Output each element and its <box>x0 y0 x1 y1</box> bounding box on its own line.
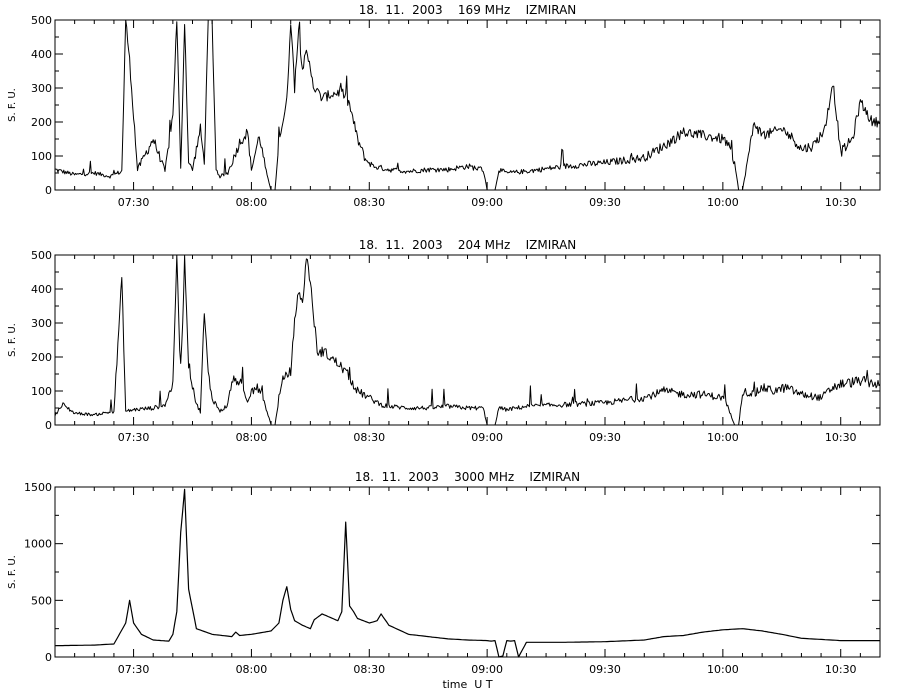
y-axis-label: S. F. U. <box>7 88 18 122</box>
x-tick-label: 08:30 <box>353 663 385 676</box>
chart-title: 18. 11. 2003 3000 MHz IZMIRAN <box>355 470 580 484</box>
y-tick-label: 400 <box>31 48 52 61</box>
x-tick-label: 10:30 <box>825 196 857 209</box>
chart-panel-1: 18. 11. 2003 204 MHz IZMIRAN S. F. U. 07:3… <box>7 238 881 444</box>
y-tick-label: 1500 <box>24 481 52 494</box>
x-tick-label: 09:00 <box>471 663 503 676</box>
y-tick-label: 200 <box>31 116 52 129</box>
y-tick-label: 300 <box>31 82 52 95</box>
y-tick-label: 0 <box>45 419 52 432</box>
x-tick-label: 08:30 <box>353 196 385 209</box>
x-axis-label: time U T <box>442 678 492 691</box>
series-line <box>54 19 881 191</box>
x-tick-label: 10:00 <box>707 431 739 444</box>
x-tick-label: 09:30 <box>589 431 621 444</box>
x-tick-label: 08:00 <box>236 663 268 676</box>
y-tick-label: 100 <box>31 150 52 163</box>
x-tick-label: 10:00 <box>707 663 739 676</box>
y-tick-label: 200 <box>31 351 52 364</box>
x-tick-label: 08:30 <box>353 431 385 444</box>
y-tick-label: 100 <box>31 385 52 398</box>
series-line <box>54 254 881 426</box>
x-tick-label: 09:30 <box>589 196 621 209</box>
plot-frame <box>54 254 881 426</box>
y-tick-label: 500 <box>31 14 52 27</box>
y-tick-label: 1000 <box>24 538 52 551</box>
y-axis-label: S. F. U. <box>7 555 18 589</box>
y-axis-label: S. F. U. <box>7 323 18 357</box>
x-tick-label: 10:30 <box>825 663 857 676</box>
x-tick-label: 08:00 <box>236 196 268 209</box>
chart-title: 18. 11. 2003 169 MHz IZMIRAN <box>359 3 577 17</box>
x-tick-label: 09:00 <box>471 196 503 209</box>
x-tick-label: 10:00 <box>707 196 739 209</box>
x-tick-label: 07:30 <box>118 196 150 209</box>
y-tick-label: 500 <box>31 249 52 262</box>
x-tick-label: 10:30 <box>825 431 857 444</box>
x-tick-label: 07:30 <box>118 431 150 444</box>
y-tick-label: 300 <box>31 317 52 330</box>
x-tick-label: 09:30 <box>589 663 621 676</box>
series-line <box>54 488 880 658</box>
y-tick-label: 0 <box>45 651 52 664</box>
y-tick-label: 500 <box>31 594 52 607</box>
y-tick-label: 400 <box>31 283 52 296</box>
x-tick-label: 09:00 <box>471 431 503 444</box>
x-tick-label: 08:00 <box>236 431 268 444</box>
chart-panel-0: 18. 11. 2003 169 MHz IZMIRAN S. F. U. 07:3… <box>7 3 881 209</box>
chart-panel-2: 18. 11. 2003 3000 MHz IZMIRAN S. F. U. 07:… <box>7 470 881 691</box>
chart-title: 18. 11. 2003 204 MHz IZMIRAN <box>359 238 577 252</box>
x-tick-label: 07:30 <box>118 663 150 676</box>
y-tick-label: 0 <box>45 184 52 197</box>
